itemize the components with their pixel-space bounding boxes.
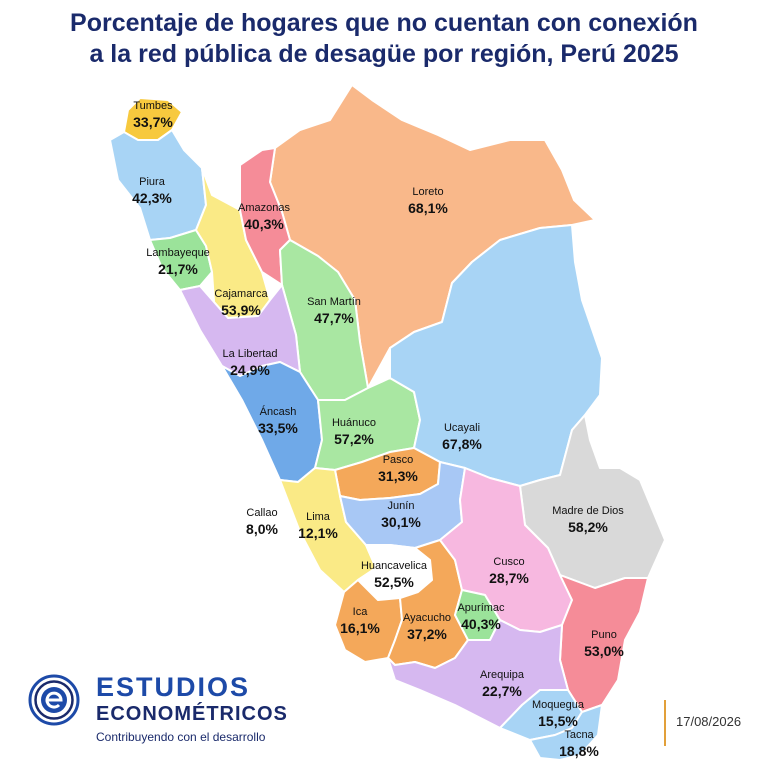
region-value: 12,1% — [298, 525, 338, 541]
region-value: 22,7% — [482, 683, 522, 699]
label-callao: Callao 8,0% — [246, 507, 278, 538]
region-value: 24,9% — [230, 362, 270, 378]
publication-date: 17/08/2026 — [676, 714, 742, 729]
region-cajamarca — [195, 167, 271, 319]
region-name: Amazonas — [238, 202, 290, 214]
e-letter-logo-icon — [28, 674, 80, 726]
region-name: Callao — [246, 507, 278, 519]
label-san-martin: San Martín 47,7% — [307, 296, 361, 327]
region-value: 21,7% — [158, 261, 198, 277]
region-arequipa — [387, 619, 569, 729]
region-name: Tacna — [564, 729, 594, 741]
label-piura: Piura 42,3% — [132, 176, 172, 207]
region-value: 15,5% — [538, 713, 578, 729]
region-name: Puno — [591, 629, 617, 641]
region-tacna — [529, 704, 603, 761]
region-value: 40,3% — [461, 616, 501, 632]
label-lima: Lima 12,1% — [298, 511, 338, 542]
label-huancavelica: Huancavelica 52,5% — [361, 560, 427, 591]
title-line-1: Porcentaje de hogares que no cuentan con… — [70, 9, 698, 37]
logo-tagline: Contribuyendo con el desarrollo — [96, 730, 266, 744]
label-la-libertad: La Libertad 24,9% — [222, 348, 277, 379]
region-name: Pasco — [382, 454, 414, 466]
region-value: 53,0% — [584, 643, 624, 659]
label-tumbes: Tumbes 33,7% — [133, 100, 173, 131]
label-ica: Ica 16,1% — [340, 606, 380, 637]
label-puno: Puno 53,0% — [584, 629, 624, 660]
region-name: Piura — [139, 176, 165, 188]
region-name: Áncash — [259, 406, 297, 418]
region-value: 40,3% — [244, 216, 284, 232]
region-value: 42,3% — [132, 190, 172, 206]
region-name: Lambayeque — [146, 247, 210, 259]
label-amazonas: Amazonas 40,3% — [238, 202, 290, 233]
title-line-2: a la red pública de desagüe por región, … — [89, 40, 679, 68]
region-name: Tumbes — [133, 100, 173, 112]
region-value: 30,1% — [381, 514, 421, 530]
region-name: Ica — [352, 606, 368, 618]
region-value: 31,3% — [378, 468, 418, 484]
region-value: 52,5% — [374, 574, 414, 590]
region-name: Madre de Dios — [552, 505, 624, 517]
region-name: Apurímac — [457, 602, 505, 614]
label-loreto: Loreto 68,1% — [408, 186, 448, 217]
region-name: La Libertad — [222, 348, 278, 360]
region-value: 18,8% — [559, 743, 599, 759]
region-name: Junín — [387, 500, 415, 512]
region-name: Ucayali — [443, 422, 481, 434]
region-value: 57,2% — [334, 431, 374, 447]
region-value: 68,1% — [408, 200, 448, 216]
region-value: 67,8% — [442, 436, 482, 452]
region-name: San Martín — [307, 296, 361, 308]
region-name: Ayacucho — [402, 612, 452, 624]
region-name: Arequipa — [479, 669, 525, 681]
label-cajamarca: Cajamarca 53,9% — [214, 288, 267, 319]
region-value: 8,0% — [246, 521, 278, 537]
label-apurimac: Apurímac 40,3% — [457, 602, 504, 633]
region-name: Huancavelica — [360, 560, 428, 572]
footer-divider — [664, 700, 666, 746]
map-title: Porcentaje de hogares que no cuentan con… — [0, 8, 768, 70]
region-name: Loreto — [412, 186, 444, 198]
region-name: Moquegua — [532, 699, 584, 711]
label-ancash: Áncash 33,5% — [258, 406, 298, 437]
region-value: 58,2% — [568, 519, 608, 535]
region-value: 16,1% — [340, 620, 380, 636]
label-huanuco: Huánuco 57,2% — [332, 417, 376, 448]
region-name: Cusco — [493, 556, 525, 568]
region-name: Cajamarca — [214, 288, 268, 300]
logo-line-2: ECONOMÉTRICOS — [96, 703, 288, 725]
label-madre-de-dios: Madre de Dios 58,2% — [552, 505, 624, 536]
label-junin: Junín 30,1% — [381, 500, 421, 531]
region-value: 53,9% — [221, 302, 261, 318]
label-pasco: Pasco 31,3% — [378, 454, 418, 485]
region-value: 33,5% — [258, 420, 298, 436]
label-tacna: Tacna 18,8% — [559, 729, 599, 760]
label-ucayali: Ucayali 67,8% — [442, 422, 482, 453]
label-arequipa: Arequipa 22,7% — [480, 669, 524, 700]
region-name: Huánuco — [331, 417, 377, 429]
logo-line-1: ESTUDIOS — [96, 672, 251, 702]
label-moquegua: Moquegua 15,5% — [532, 699, 584, 730]
label-lambayeque: Lambayeque 21,7% — [146, 247, 210, 278]
region-value: 47,7% — [314, 310, 354, 326]
region-value: 37,2% — [407, 626, 447, 642]
label-cusco: Cusco 28,7% — [489, 556, 529, 587]
region-value: 28,7% — [489, 570, 529, 586]
region-name: Lima — [306, 511, 330, 523]
label-ayacucho: Ayacucho 37,2% — [403, 612, 451, 643]
region-value: 33,7% — [133, 114, 173, 130]
